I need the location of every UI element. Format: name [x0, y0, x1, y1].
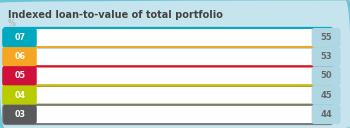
Text: 07: 07	[14, 33, 26, 42]
FancyBboxPatch shape	[3, 28, 333, 47]
FancyBboxPatch shape	[3, 66, 333, 86]
Text: 55: 55	[320, 33, 332, 42]
Text: 44: 44	[320, 110, 332, 119]
FancyBboxPatch shape	[3, 66, 37, 86]
FancyBboxPatch shape	[312, 66, 341, 86]
Text: %: %	[8, 19, 16, 28]
FancyBboxPatch shape	[312, 28, 341, 47]
Text: 06: 06	[14, 52, 26, 61]
FancyBboxPatch shape	[3, 105, 37, 124]
FancyBboxPatch shape	[312, 105, 341, 124]
FancyBboxPatch shape	[3, 86, 333, 105]
FancyBboxPatch shape	[312, 86, 341, 105]
FancyBboxPatch shape	[3, 47, 333, 66]
Text: 45: 45	[320, 91, 332, 100]
Text: 50: 50	[320, 72, 332, 81]
FancyBboxPatch shape	[3, 47, 37, 66]
Text: 04: 04	[14, 91, 26, 100]
FancyBboxPatch shape	[312, 47, 341, 66]
FancyBboxPatch shape	[3, 28, 37, 47]
FancyBboxPatch shape	[3, 105, 333, 124]
FancyBboxPatch shape	[3, 86, 37, 105]
Text: Indexed loan-to-value of total portfolio: Indexed loan-to-value of total portfolio	[8, 10, 223, 20]
Text: 05: 05	[14, 72, 26, 81]
Text: 03: 03	[14, 110, 26, 119]
Text: 53: 53	[320, 52, 332, 61]
